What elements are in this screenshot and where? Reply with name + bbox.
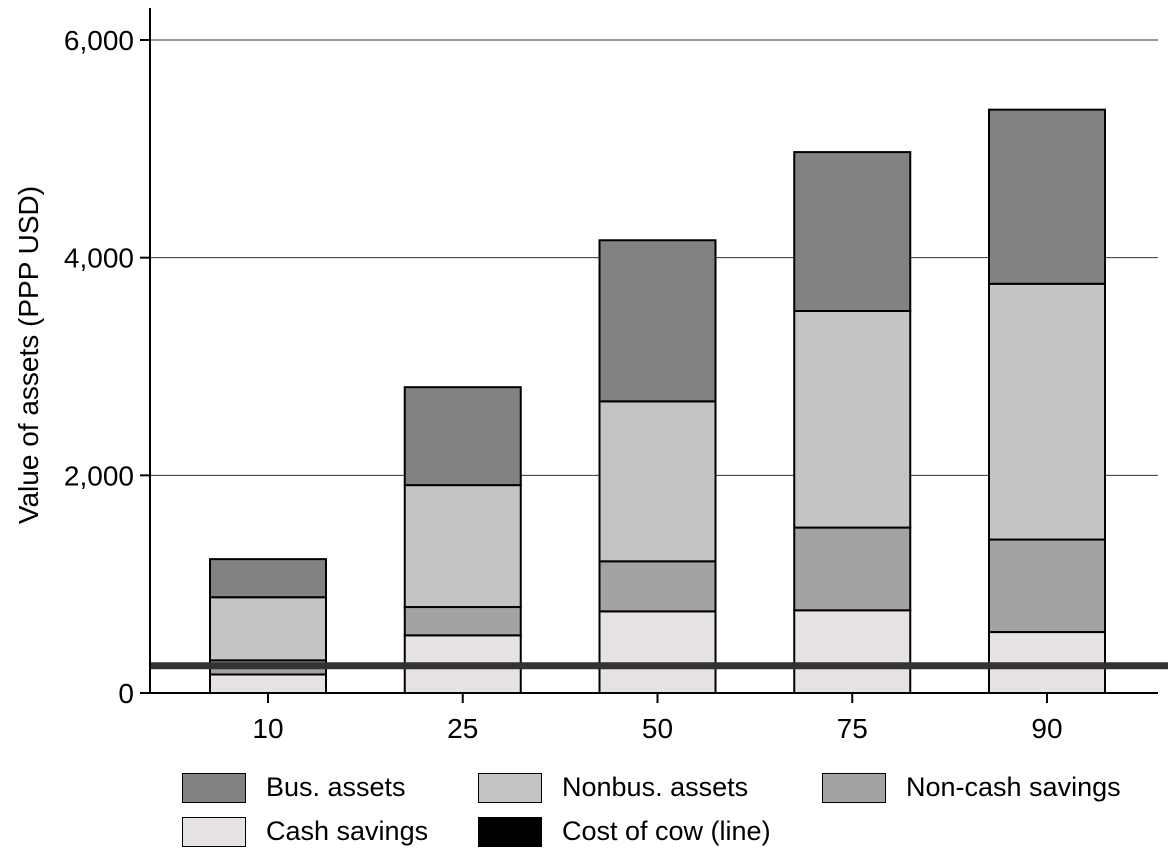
x-tick-label: 50 bbox=[642, 713, 673, 744]
y-tick-label: 0 bbox=[118, 678, 134, 709]
legend-swatch-nonbus-assets bbox=[478, 772, 542, 803]
x-tick-label: 90 bbox=[1031, 713, 1062, 744]
x-tick-label: 25 bbox=[447, 713, 478, 744]
legend-label-cost-of-cow: Cost of cow (line) bbox=[562, 816, 771, 846]
axes bbox=[140, 8, 1158, 703]
bar-cash-savings-75 bbox=[793, 609, 912, 695]
legend-swatch-non-cash-savings bbox=[822, 772, 886, 803]
y-tick-label: 2,000 bbox=[64, 460, 134, 491]
bar-non-cash-savings-75 bbox=[793, 526, 912, 612]
bar-nonbus-assets-90 bbox=[988, 282, 1106, 541]
bar-non-cash-savings-90 bbox=[988, 538, 1106, 634]
bar-non-cash-savings-25 bbox=[403, 606, 522, 637]
legend-swatch-cost-of-cow bbox=[478, 816, 542, 847]
y-tick-label: 6,000 bbox=[64, 25, 134, 56]
y-tick-label: 4,000 bbox=[64, 243, 134, 274]
bar-nonbus-assets-25 bbox=[403, 484, 522, 609]
stacked-bar-chart: 0 2,000 4,000 6,000 10 25 50 75 90 Value of ass… bbox=[13, 8, 1168, 744]
bar-cash-savings-50 bbox=[598, 610, 717, 694]
legend-item-cost-of-cow: Cost of cow (line) bbox=[478, 816, 771, 847]
legend-swatch-cash-savings bbox=[182, 816, 246, 847]
legend-label-nonbus-assets: Nonbus. assets bbox=[562, 772, 749, 802]
bar-bus-assets-50 bbox=[598, 239, 717, 403]
x-tick-label: 10 bbox=[252, 713, 283, 744]
legend-label-bus-assets: Bus. assets bbox=[266, 772, 406, 802]
legend-item-nonbus-assets: Nonbus. assets bbox=[478, 772, 748, 803]
x-tick-label: 75 bbox=[837, 713, 868, 744]
bar-non-cash-savings-50 bbox=[598, 560, 717, 613]
bar-nonbus-assets-10 bbox=[209, 596, 327, 662]
bar-nonbus-assets-75 bbox=[793, 309, 912, 529]
legend-item-cash-savings: Cash savings bbox=[182, 816, 428, 847]
legend-label-non-cash-savings: Non-cash savings bbox=[906, 772, 1121, 802]
bar-bus-assets-10 bbox=[209, 558, 327, 599]
legend-swatch-bus-assets bbox=[182, 772, 246, 803]
bar-cash-savings-10 bbox=[209, 673, 327, 695]
x-tick-labels: 10 25 50 75 90 bbox=[252, 713, 1062, 744]
bar-bus-assets-75 bbox=[793, 151, 912, 312]
bar-nonbus-assets-50 bbox=[598, 400, 717, 563]
y-tick-labels: 0 2,000 4,000 6,000 bbox=[64, 25, 134, 709]
bar-bus-assets-90 bbox=[988, 108, 1106, 285]
legend-label-cash-savings: Cash savings bbox=[266, 816, 429, 846]
legend-item-bus-assets: Bus. assets bbox=[182, 772, 406, 803]
legend-item-non-cash-savings: Non-cash savings bbox=[822, 772, 1121, 803]
bars bbox=[209, 108, 1106, 695]
y-axis-label: Value of assets (PPP USD) bbox=[13, 186, 44, 524]
bar-bus-assets-25 bbox=[403, 386, 522, 487]
